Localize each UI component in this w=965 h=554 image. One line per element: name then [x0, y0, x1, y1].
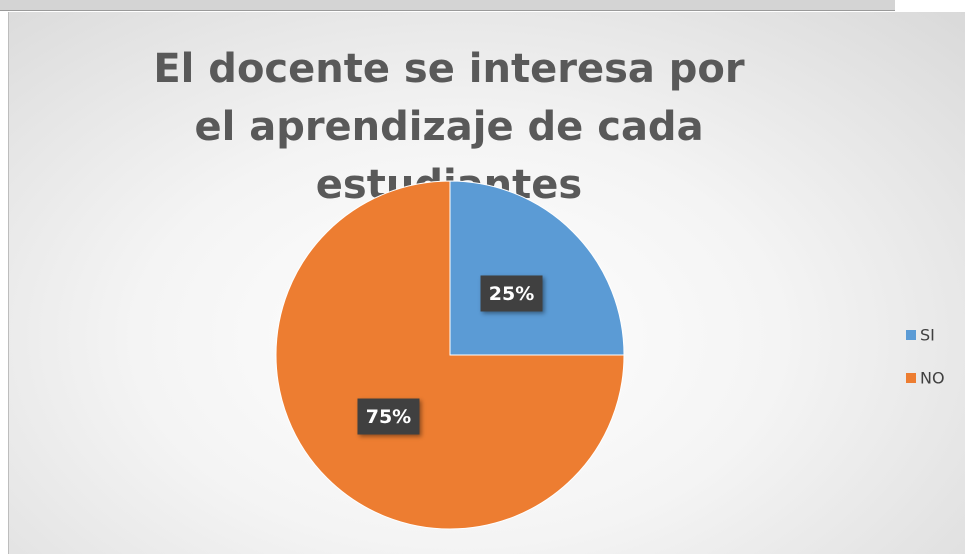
chart: El docente se interesa por el aprendizaj…	[8, 12, 965, 554]
chart-title: El docente se interesa por el aprendizaj…	[153, 46, 745, 208]
data-label: 75%	[366, 406, 411, 428]
pie-slice	[275, 180, 625, 530]
data-label-box	[480, 275, 543, 312]
legend-label: NO	[920, 369, 945, 388]
data-label-box	[357, 398, 420, 435]
legend-label: SI	[920, 326, 935, 345]
data-label: 25%	[489, 283, 534, 305]
pie-slice	[449, 180, 625, 356]
top-bar	[0, 0, 895, 11]
plot: 25% 75% SI NO	[275, 180, 945, 530]
legend-swatch	[906, 330, 916, 340]
legend-swatch	[906, 373, 916, 383]
